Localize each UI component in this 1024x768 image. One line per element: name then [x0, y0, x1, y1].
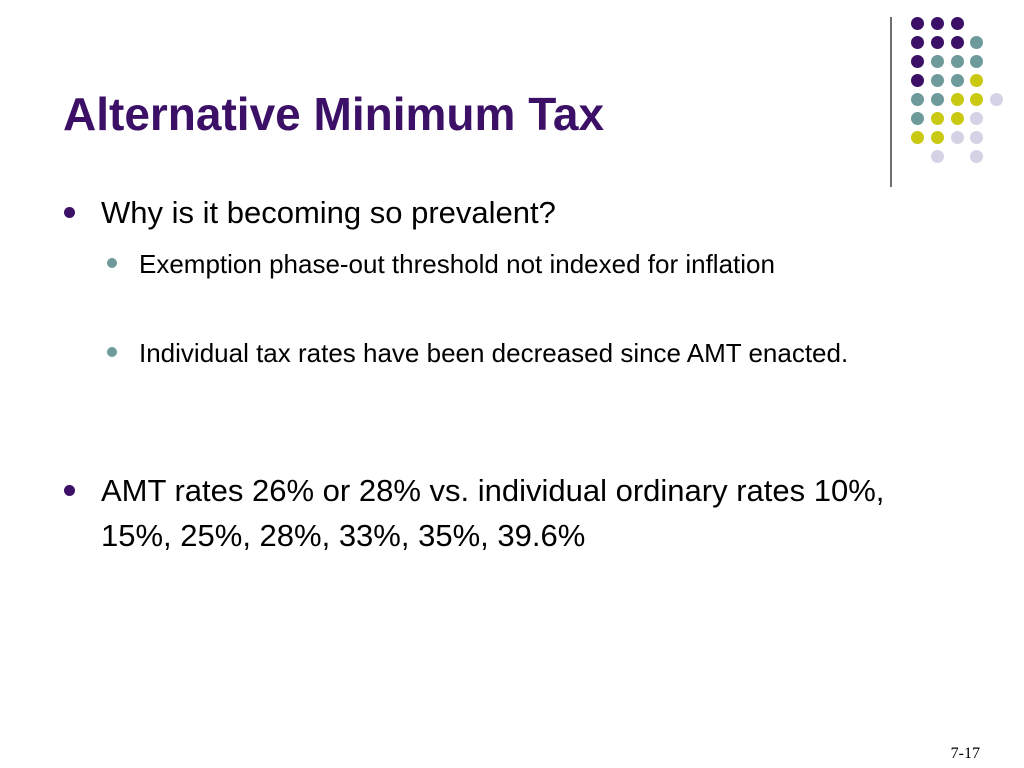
bullet-level1: AMT rates 26% or 28% vs. individual ordi… [64, 468, 941, 558]
page-number: 7-17 [950, 745, 980, 762]
bullet-text: Why is it becoming so prevalent? [101, 195, 556, 230]
bullet-dot-icon [107, 347, 117, 357]
slide-title: Alternative Minimum Tax [63, 88, 605, 140]
bullet-level2: Exemption phase-out threshold not indexe… [107, 245, 939, 283]
bullet-text: AMT rates 26% or 28% vs. individual ordi… [101, 473, 885, 553]
bullet-dot-icon [107, 258, 117, 268]
bullet-level2: Individual tax rates have been decreased… [107, 334, 939, 372]
bullet-level1: Why is it becoming so prevalent? [64, 190, 941, 235]
bullet-text: Exemption phase-out threshold not indexe… [139, 249, 775, 279]
bullet-text: Individual tax rates have been decreased… [139, 338, 849, 368]
bullet-dot-icon [64, 207, 75, 218]
vertical-divider [890, 17, 892, 187]
bullet-dot-icon [64, 485, 75, 496]
